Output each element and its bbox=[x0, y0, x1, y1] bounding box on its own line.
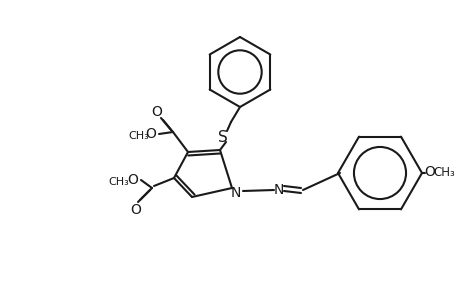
Text: S: S bbox=[218, 130, 227, 145]
Text: N: N bbox=[273, 183, 284, 197]
Text: O: O bbox=[145, 127, 156, 141]
Text: CH₃: CH₃ bbox=[108, 177, 129, 187]
Text: N: N bbox=[230, 186, 241, 200]
Text: CH₃: CH₃ bbox=[129, 131, 149, 141]
Text: O: O bbox=[424, 165, 435, 179]
Text: O: O bbox=[151, 105, 162, 119]
Text: CH₃: CH₃ bbox=[432, 166, 454, 178]
Text: O: O bbox=[127, 173, 138, 187]
Text: O: O bbox=[130, 203, 141, 217]
